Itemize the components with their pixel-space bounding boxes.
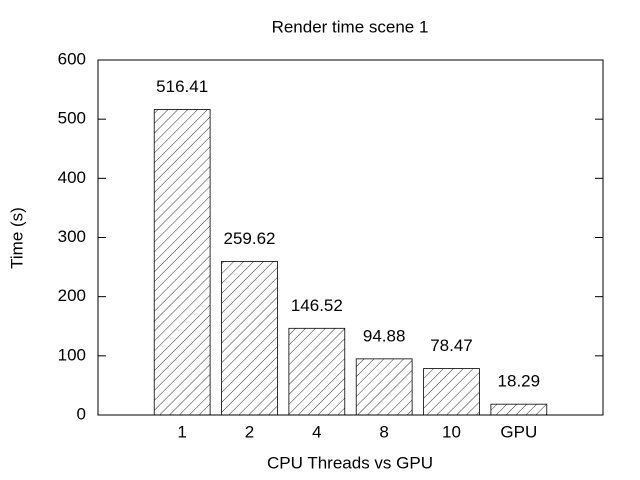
y-tick-label: 600 — [58, 49, 86, 68]
y-tick-label: 0 — [77, 404, 86, 423]
y-tick-label: 200 — [58, 286, 86, 305]
value-label: 146.52 — [291, 296, 343, 315]
y-axis-label: Time (s) — [7, 207, 26, 269]
bar — [288, 327, 346, 416]
chart-title: Render time scene 1 — [272, 17, 429, 36]
y-tick-label: 100 — [58, 345, 86, 364]
value-label: 18.29 — [498, 372, 541, 391]
value-label: 516.41 — [156, 77, 208, 96]
y-tick-label: 400 — [58, 168, 86, 187]
value-label: 94.88 — [363, 326, 406, 345]
y-tick-label: 300 — [58, 227, 86, 246]
bar — [423, 368, 480, 416]
bar — [221, 260, 278, 416]
x-tick-label: 4 — [312, 422, 321, 441]
x-tick-label: GPU — [500, 422, 537, 441]
value-label: 259.62 — [224, 229, 276, 248]
x-axis-label: CPU Threads vs GPU — [267, 453, 433, 472]
x-tick-label: 10 — [442, 422, 461, 441]
bar — [153, 109, 211, 416]
x-tick-label: 8 — [379, 422, 388, 441]
x-tick-label: 2 — [245, 422, 254, 441]
y-tick-label: 500 — [58, 109, 86, 128]
bar — [355, 358, 413, 416]
bar — [490, 403, 548, 416]
x-tick-label: 1 — [177, 422, 186, 441]
value-label: 78.47 — [430, 336, 473, 355]
